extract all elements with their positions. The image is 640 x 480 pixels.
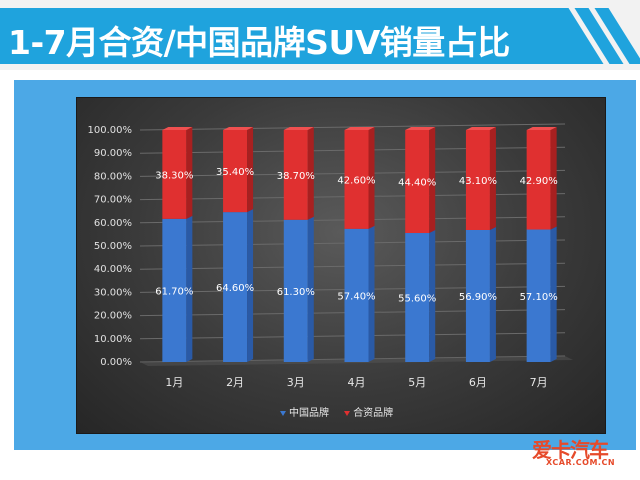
title-bar: 1-7月合资/中国品牌SUV销量占比 <box>0 8 600 64</box>
bar-segment <box>344 130 369 229</box>
bar-side <box>186 215 193 362</box>
bar-side <box>550 127 557 230</box>
bar-top <box>344 127 375 130</box>
bar-segment <box>283 130 308 220</box>
bar-side <box>307 216 314 362</box>
bar-segment <box>526 130 551 230</box>
data-label: 38.70% <box>277 171 315 182</box>
bar-top <box>526 127 557 130</box>
bar-top <box>223 127 254 130</box>
data-label: 35.40% <box>216 167 254 178</box>
bar-top <box>405 127 436 130</box>
y-tick-label: 50.00% <box>94 241 132 252</box>
bar-segment <box>344 228 369 362</box>
x-tick-label: 4月 <box>348 376 366 389</box>
data-label: 56.90% <box>459 292 497 303</box>
legend-item-china: 中国品牌 <box>280 408 329 419</box>
xcar-logo-domain: XCAR.COM.CN <box>546 458 616 467</box>
bar-side <box>186 127 193 219</box>
x-tick-label: 3月 <box>287 376 305 389</box>
bar-segment <box>405 233 430 362</box>
y-tick-label: 30.00% <box>94 287 132 298</box>
bar-side <box>368 127 375 229</box>
x-tick-label: 2月 <box>226 376 244 389</box>
title-banner: 1-7月合资/中国品牌SUV销量占比 <box>0 0 640 70</box>
page-title: 1-7月合资/中国品牌SUV销量占比 <box>8 23 510 62</box>
bar-side <box>489 226 496 362</box>
bar-side <box>247 127 254 213</box>
y-tick-label: 80.00% <box>94 171 132 182</box>
bar-side <box>429 127 436 234</box>
bar-segment <box>405 130 430 234</box>
y-tick-label: 90.00% <box>94 148 132 159</box>
bar-top <box>162 127 193 130</box>
y-tick-label: 20.00% <box>94 311 132 322</box>
xcar-logo: 爱卡汽车 <box>532 438 609 462</box>
legend-item-jv: 合资品牌 <box>344 408 393 419</box>
data-label: 57.10% <box>520 292 558 303</box>
legend-marker-red <box>344 410 351 416</box>
y-tick-label: 40.00% <box>94 264 132 275</box>
y-tick-label: 0.00% <box>100 357 132 368</box>
legend-label: 合资品牌 <box>353 408 394 419</box>
bar-side <box>550 226 557 362</box>
data-label: 61.70% <box>155 286 193 297</box>
bar-top <box>283 127 314 130</box>
data-label: 64.60% <box>216 283 254 294</box>
bar-segment <box>465 130 490 230</box>
y-tick-label: 70.00% <box>94 195 132 206</box>
bar-segment <box>465 229 490 362</box>
bar-segment <box>162 218 187 362</box>
y-tick-label: 100.00% <box>88 125 133 136</box>
x-tick-label: 6月 <box>469 376 487 389</box>
legend-marker-blue <box>280 410 286 416</box>
bar-side <box>368 225 375 362</box>
x-tick-label: 7月 <box>530 376 548 389</box>
bar-top <box>465 127 496 130</box>
data-label: 38.30% <box>155 170 193 181</box>
legend-label: 中国品牌 <box>289 408 329 419</box>
bar-segment <box>223 130 248 213</box>
data-label: 43.10% <box>459 176 497 187</box>
bar-segment <box>162 130 187 219</box>
bar-side <box>489 127 496 230</box>
bar-side <box>429 230 436 362</box>
data-label: 42.60% <box>337 175 375 186</box>
bar-side <box>247 209 254 362</box>
y-tick-label: 10.00% <box>94 334 132 345</box>
data-label: 55.60% <box>398 294 436 305</box>
data-label: 44.40% <box>398 178 436 189</box>
bar-side <box>307 127 314 220</box>
data-label: 42.90% <box>520 176 558 187</box>
data-label: 57.40% <box>337 291 375 302</box>
bar-segment <box>283 219 308 362</box>
x-tick-label: 1月 <box>165 376 183 389</box>
bar-segment <box>526 229 551 362</box>
data-label: 61.30% <box>277 287 315 298</box>
bar-segment <box>223 212 248 362</box>
y-tick-label: 60.00% <box>94 218 132 229</box>
x-tick-label: 5月 <box>408 376 426 389</box>
chart-legend: 中国品牌 合资品牌 <box>280 404 405 419</box>
